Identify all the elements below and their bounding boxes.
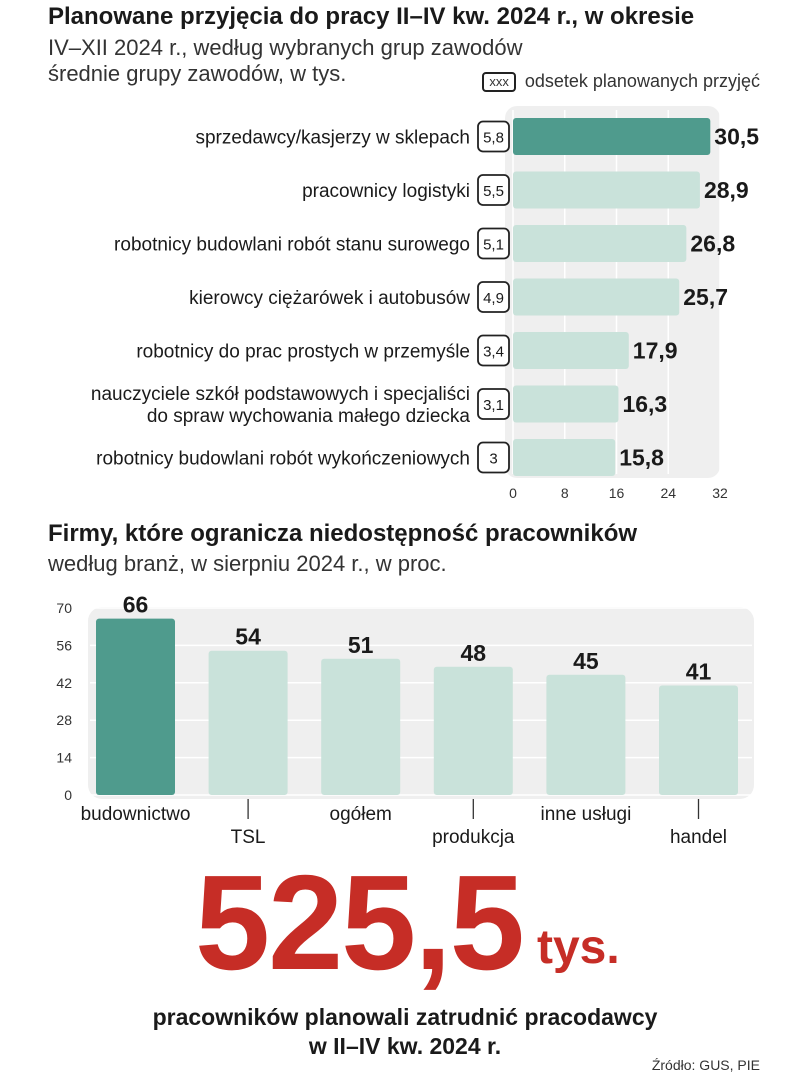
chart2-y-tick-label: 70 [56, 600, 72, 616]
summary-caption-line2: w II–IV kw. 2024 r. [308, 1033, 502, 1059]
chart1-category-label: sprzedawcy/kasjerzy w sklepach [195, 128, 470, 149]
chart2-category-label: budownictwo [81, 804, 191, 825]
chart2-category-label: produkcja [432, 827, 515, 848]
chart1-subtitle-line2: średnie grupy zawodów, w tys. [48, 61, 347, 86]
chart1-category-label-line: robotnicy do prac prostych w przemyśle [136, 342, 470, 363]
chart1-percent-label: 3 [489, 451, 497, 468]
chart1-percent-label: 3,4 [483, 344, 504, 361]
chart2-plot-panel [88, 607, 754, 799]
chart1-category-label-line: sprzedawcy/kasjerzy w sklepach [195, 128, 470, 149]
legend-swatch-box: xxx [482, 71, 516, 92]
chart2-y-tick-label: 42 [56, 675, 72, 691]
chart1-category-label: robotnicy budowlani robót stanu surowego [114, 235, 470, 256]
total-hires-number: 525,5 [195, 847, 525, 998]
chart1-percent-box [477, 334, 510, 367]
chart1-category-label: pracownicy logistyki [302, 181, 470, 202]
horizontal-bar-chart: 0 8 16 24 32 30,5 5,8 sprzedawcy/kasjerzy w skl… [91, 106, 759, 501]
chart1-x-tick-label: 8 [561, 485, 569, 501]
chart2-y-tick-label: 14 [56, 750, 72, 766]
chart1-bar [513, 385, 619, 423]
chart2-category-label: TSL [231, 827, 266, 848]
summary-caption-line1: pracowników planowali zatrudnić pracodaw… [152, 1004, 658, 1030]
chart1-value-label: 30,5 [714, 124, 759, 150]
chart2-subtitle: według branż, w sierpniu 2024 r., w proc… [48, 551, 447, 576]
chart2-y-tick-label: 56 [56, 637, 72, 653]
chart2-category-label: inne usługi [540, 804, 631, 825]
chart2-value-label: 54 [235, 624, 261, 650]
chart1-category-label: kierowcy ciężarówek i autobusów [189, 288, 470, 309]
vertical-bar-chart: 0 14 28 42 56 70 66 budownictwo 54 TSL 51 ogółem 48 p… [56, 592, 754, 848]
legend-label: odsetek planowanych przyjęć [524, 71, 760, 91]
chart2-title: Firmy, które ogranicza niedostępność pra… [48, 520, 638, 547]
chart1-legend: xxx odsetek planowanych przyjęć [482, 71, 760, 92]
chart1-bar [513, 439, 616, 476]
chart1-category-label-line: kierowcy ciężarówek i autobusów [189, 288, 470, 309]
chart1-subtitle-line1: IV–XII 2024 r., według wybranych grup za… [48, 35, 523, 60]
chart2-bar [96, 618, 175, 795]
chart2-y-tick-label: 0 [64, 787, 72, 803]
chart2-bar [546, 674, 626, 795]
chart1-percent-box [477, 120, 510, 153]
chart1-percent-label: 3,1 [483, 397, 504, 414]
chart1-bar [513, 171, 700, 209]
chart1-percent-label: 5,5 [483, 183, 504, 200]
chart2-value-label: 48 [461, 640, 487, 666]
chart1-percent-box [477, 227, 510, 260]
total-hires-unit: tys. [537, 921, 620, 974]
chart1-bar [513, 225, 687, 262]
chart1-percent-box [477, 388, 510, 420]
chart2-bar [321, 658, 401, 795]
chart2-bar [659, 685, 738, 795]
chart1-bar [513, 332, 629, 369]
chart2-value-label: 45 [573, 648, 599, 674]
chart1-value-label: 25,7 [683, 284, 728, 310]
chart1-category-label: robotnicy do prac prostych w przemyśle [136, 342, 470, 363]
chart2-bar [433, 666, 513, 795]
chart1-bar [513, 118, 711, 155]
chart1-value-label: 16,3 [622, 391, 667, 417]
chart1-value-label: 15,8 [619, 445, 664, 471]
chart1-x-tick-label: 16 [609, 485, 625, 501]
chart2-value-label: 41 [686, 658, 712, 684]
chart1-percent-label: 5,8 [483, 130, 504, 147]
chart1-x-tick-label: 0 [509, 485, 517, 501]
chart1-bar [513, 278, 680, 316]
chart1-category-label-line: robotnicy budowlani robót wykończeniowyc… [96, 449, 470, 470]
chart1-category-label: robotnicy budowlani robót wykończeniowyc… [96, 449, 470, 470]
chart2-bar [208, 650, 288, 795]
chart1-category-label: nauczyciele szkół podstawowych i specjal… [91, 384, 471, 427]
chart1-category-label-line: robotnicy budowlani robót stanu surowego [114, 235, 470, 256]
chart2-category-label: ogółem [330, 804, 392, 825]
chart1-percent-label: 4,9 [483, 290, 504, 307]
chart1-title: Planowane przyjęcia do pracy II–IV kw. 2… [48, 3, 695, 30]
chart2-y-tick-label: 28 [56, 712, 72, 728]
chart1-x-tick-label: 32 [712, 485, 728, 501]
chart1-value-label: 26,8 [690, 231, 735, 257]
chart1-percent-box [477, 441, 510, 474]
chart1-value-label: 28,9 [704, 177, 749, 203]
chart1-percent-label: 5,1 [483, 237, 504, 254]
chart1-category-label-line: pracownicy logistyki [302, 181, 470, 202]
chart2-category-label: handel [670, 827, 727, 848]
chart1-percent-box [477, 281, 510, 313]
chart1-value-label: 17,9 [633, 338, 678, 364]
chart1-percent-box [477, 174, 510, 206]
chart1-category-label-line: nauczyciele szkół podstawowych i specjal… [91, 384, 470, 405]
source-note: Źródło: GUS, PIE [651, 1057, 760, 1073]
chart1-category-label-line: do spraw wychowania małego dziecka [147, 406, 471, 427]
chart2-value-label: 51 [348, 632, 374, 658]
chart2-value-label: 66 [123, 592, 149, 618]
chart1-x-tick-label: 24 [660, 485, 676, 501]
